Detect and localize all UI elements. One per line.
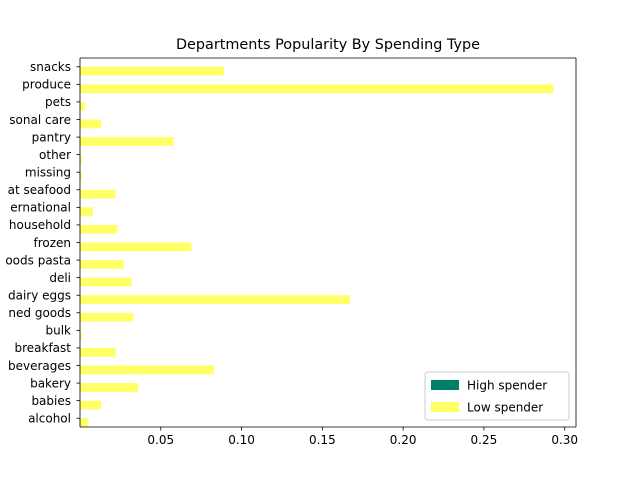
y-tick-label: missing (25, 166, 71, 180)
legend-label-low: Low spender (467, 401, 543, 415)
bar-low-canned-goods (80, 312, 134, 322)
bar-low-deli (80, 277, 132, 287)
bar-low-household (80, 224, 118, 234)
bar-low-dairy-eggs (80, 295, 350, 304)
bar-low-other (80, 154, 82, 164)
chart-title: Departments Popularity By Spending Type (176, 37, 480, 53)
bar-low-international (80, 207, 93, 217)
x-tick-label: 0.20 (390, 433, 417, 447)
bar-low-frozen (80, 242, 192, 252)
bar-low-breakfast (80, 347, 116, 357)
y-tick-label: alcohol (28, 412, 71, 426)
bar-low-babies (80, 400, 102, 410)
y-tick-label: household (9, 218, 71, 232)
axes-layer: 0.05 0.10 0.15 0.20 0.25 0.30 alcohol babies bak… (5, 57, 578, 447)
bar-low-bakery (80, 383, 139, 392)
legend-box (424, 371, 570, 421)
y-tick-label: bulk (45, 324, 71, 338)
bar-low-meat-seafood (80, 189, 116, 199)
bar-low-beverages (80, 365, 215, 375)
legend-label-high: High spender (467, 379, 547, 393)
x-tick-label: 0.25 (471, 433, 498, 447)
y-tick-label: breakfast (14, 341, 71, 355)
bar-low-personal-care (80, 119, 102, 129)
y-tick-label: beverages (8, 359, 71, 373)
y-tick-label: bakery (30, 376, 71, 390)
bar-low-pantry (80, 137, 174, 146)
legend-swatch-low (431, 402, 459, 412)
y-tick-label: frozen (33, 236, 71, 250)
y-tick-label: ernational (10, 201, 71, 215)
y-tick-label: other (39, 148, 71, 162)
y-tick-label: babies (31, 394, 71, 408)
y-tick-label: oods pasta (5, 253, 71, 267)
x-tick-label: 0.30 (551, 433, 578, 447)
legend: High spender Low spender (424, 371, 570, 421)
y-tick-label: pantry (32, 130, 71, 144)
bar-low-pets (80, 101, 85, 111)
x-tick-label: 0.10 (228, 433, 255, 447)
x-tick-label: 0.15 (309, 433, 336, 447)
bar-low-produce (80, 84, 554, 94)
bars-layer (80, 66, 554, 427)
y-tick-label: pets (45, 95, 71, 109)
legend-swatch-high (431, 380, 459, 390)
y-tick-label: dairy eggs (8, 289, 71, 303)
y-tick-label: ned goods (8, 306, 71, 320)
y-tick-label: deli (49, 271, 71, 285)
bar-low-alcohol (80, 418, 89, 427)
y-tick-label: produce (22, 78, 71, 92)
y-tick-label: sonal care (9, 113, 71, 127)
x-tick-label: 0.05 (147, 433, 174, 447)
bar-low-bulk (80, 330, 82, 340)
y-tick-label: snacks (30, 60, 71, 74)
bar-low-dry-goods-pasta (80, 260, 124, 269)
bar-low-missing (80, 172, 82, 181)
y-tick-label: at seafood (8, 183, 71, 197)
bar-low-snacks (80, 66, 224, 76)
